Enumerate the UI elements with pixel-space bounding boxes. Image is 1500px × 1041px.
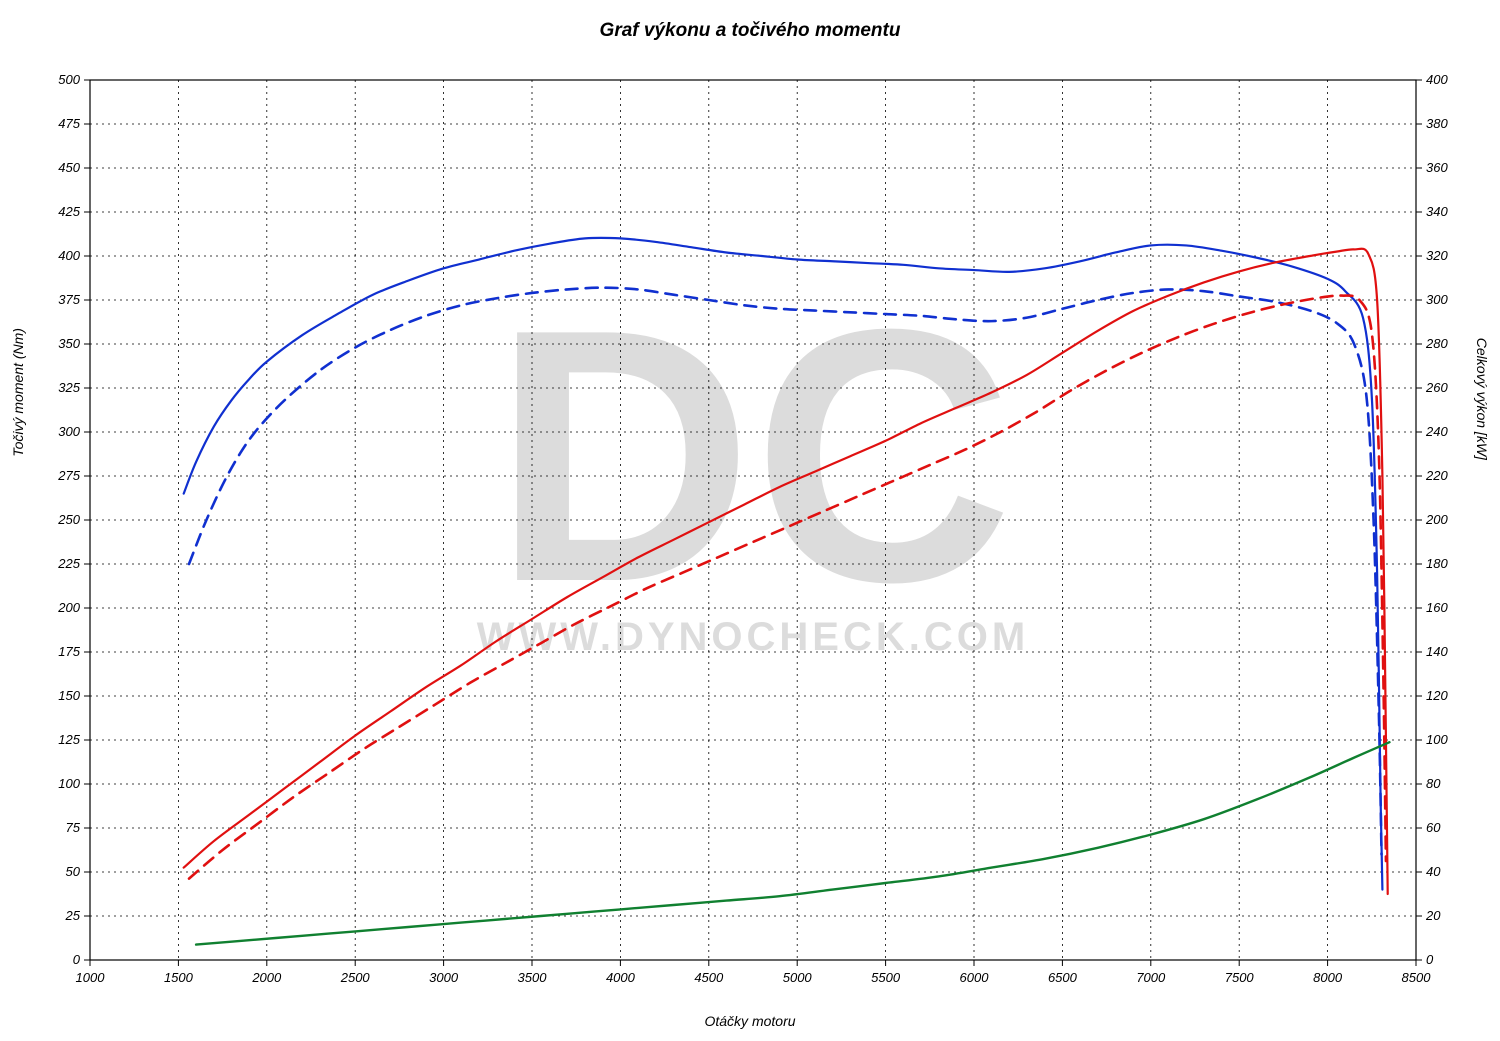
x-tick-label: 5500 [871, 970, 901, 985]
x-tick-label: 3500 [518, 970, 548, 985]
y-right-tick-label: 80 [1426, 776, 1441, 791]
series-losses [196, 742, 1389, 944]
y-right-tick-label: 160 [1426, 600, 1448, 615]
x-tick-label: 3000 [429, 970, 459, 985]
watermark-url: WWW.DYNOCHECK.COM [477, 615, 1029, 659]
y-right-tick-label: 280 [1425, 336, 1448, 351]
x-tick-label: 2000 [251, 970, 282, 985]
x-tick-label: 8000 [1313, 970, 1343, 985]
y-right-tick-label: 360 [1426, 160, 1448, 175]
y-left-tick-label: 450 [58, 160, 80, 175]
y-right-tick-label: 180 [1426, 556, 1448, 571]
y-right-tick-label: 120 [1426, 688, 1448, 703]
y-left-tick-label: 25 [65, 908, 81, 923]
y-left-tick-label: 275 [57, 468, 80, 483]
y-right-tick-label: 220 [1425, 468, 1448, 483]
y-right-tick-label: 140 [1426, 644, 1448, 659]
y-left-tick-label: 500 [58, 72, 80, 87]
x-tick-label: 4000 [606, 970, 636, 985]
x-tick-label: 4500 [694, 970, 724, 985]
y-left-tick-label: 400 [58, 248, 80, 263]
y-right-tick-label: 0 [1426, 952, 1434, 967]
x-tick-label: 1500 [164, 970, 194, 985]
x-tick-label: 5000 [783, 970, 813, 985]
x-tick-label: 1000 [76, 970, 106, 985]
y-left-tick-label: 300 [58, 424, 80, 439]
x-tick-label: 8500 [1402, 970, 1432, 985]
y-right-tick-label: 60 [1426, 820, 1441, 835]
y-left-tick-label: 150 [58, 688, 80, 703]
y-left-tick-label: 100 [58, 776, 80, 791]
watermark-letters: DC [493, 255, 1013, 657]
x-tick-label: 6000 [960, 970, 990, 985]
y-left-tick-label: 350 [58, 336, 80, 351]
y-right-tick-label: 380 [1426, 116, 1448, 131]
y-right-tick-label: 240 [1425, 424, 1448, 439]
y-left-tick-label: 425 [58, 204, 80, 219]
y-right-tick-label: 100 [1426, 732, 1448, 747]
y-right-tick-label: 260 [1425, 380, 1448, 395]
x-tick-label: 7000 [1136, 970, 1166, 985]
x-tick-label: 7500 [1225, 970, 1255, 985]
y-right-tick-label: 300 [1426, 292, 1448, 307]
y-left-tick-label: 125 [58, 732, 80, 747]
y-right-tick-label: 400 [1426, 72, 1448, 87]
y-right-tick-label: 40 [1426, 864, 1441, 879]
y-right-tick-label: 20 [1425, 908, 1441, 923]
y-left-tick-label: 0 [73, 952, 81, 967]
y-right-tick-label: 340 [1426, 204, 1448, 219]
x-tick-label: 2500 [340, 970, 371, 985]
y-right-tick-label: 200 [1425, 512, 1448, 527]
y-left-tick-label: 200 [57, 600, 80, 615]
dyno-chart: DCWWW.DYNOCHECK.COM 10001500200025003000… [0, 0, 1500, 1041]
y-left-tick-label: 175 [58, 644, 80, 659]
y-left-tick-label: 375 [58, 292, 80, 307]
y-left-tick-label: 475 [58, 116, 80, 131]
y-left-tick-label: 50 [66, 864, 81, 879]
y-left-tick-label: 250 [57, 512, 80, 527]
y-left-tick-label: 75 [66, 820, 81, 835]
x-tick-label: 6500 [1048, 970, 1078, 985]
y-right-tick-label: 320 [1426, 248, 1448, 263]
y-left-tick-label: 325 [58, 380, 80, 395]
y-left-tick-label: 225 [57, 556, 80, 571]
